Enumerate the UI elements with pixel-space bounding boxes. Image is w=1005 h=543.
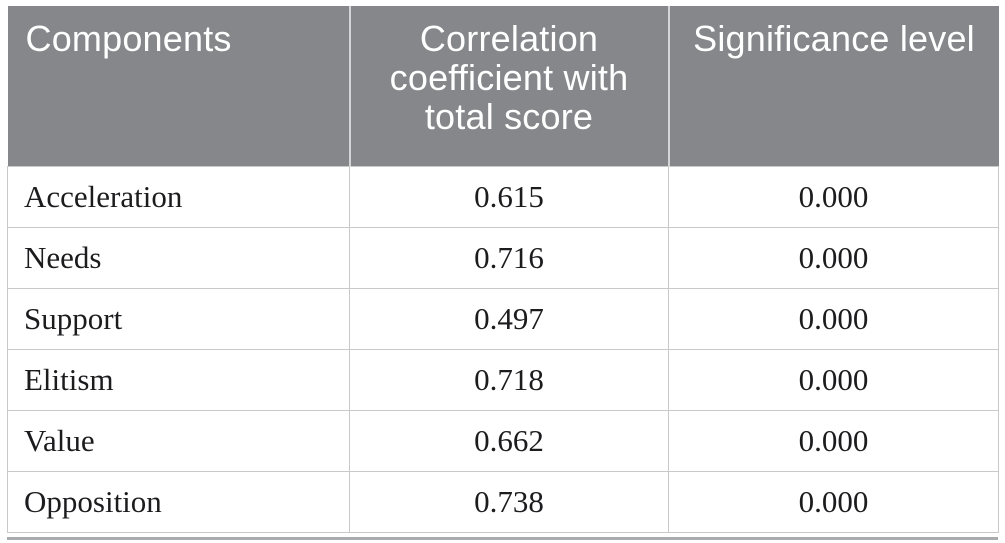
header-cell-significance: Significance level <box>667 6 999 167</box>
significance-cell: 0.000 <box>668 410 999 472</box>
correlation-cell: 0.738 <box>349 471 669 533</box>
correlation-cell: 0.497 <box>349 288 669 350</box>
component-cell: Value <box>7 410 350 472</box>
component-cell: Elitism <box>7 349 350 411</box>
table-row: Support 0.497 0.000 <box>7 288 999 350</box>
component-cell: Support <box>7 288 350 350</box>
header-cell-correlation: Correlation coefficient with total score <box>348 6 669 167</box>
table-row: Needs 0.716 0.000 <box>7 227 999 289</box>
significance-cell: 0.000 <box>668 471 999 533</box>
correlation-cell: 0.615 <box>349 166 669 228</box>
table-bottom-rule <box>7 537 998 540</box>
significance-cell: 0.000 <box>668 166 999 228</box>
correlation-table-figure: Components Correlation coefficient with … <box>7 6 999 540</box>
component-cell: Opposition <box>7 471 350 533</box>
significance-cell: 0.000 <box>668 349 999 411</box>
significance-cell: 0.000 <box>668 227 999 289</box>
table-row: Value 0.662 0.000 <box>7 410 999 472</box>
correlation-cell: 0.662 <box>349 410 669 472</box>
component-cell: Acceleration <box>7 166 350 228</box>
header-cell-components: Components <box>7 6 350 167</box>
table-row: Opposition 0.738 0.000 <box>7 471 999 533</box>
table-body: Acceleration 0.615 0.000 Needs 0.716 0.0… <box>7 166 999 533</box>
correlation-table: Components Correlation coefficient with … <box>7 6 999 533</box>
table-row: Elitism 0.718 0.000 <box>7 349 999 411</box>
table-row: Acceleration 0.615 0.000 <box>7 166 999 228</box>
correlation-cell: 0.716 <box>349 227 669 289</box>
correlation-cell: 0.718 <box>349 349 669 411</box>
significance-cell: 0.000 <box>668 288 999 350</box>
table-header-row: Components Correlation coefficient with … <box>7 6 999 167</box>
component-cell: Needs <box>7 227 350 289</box>
